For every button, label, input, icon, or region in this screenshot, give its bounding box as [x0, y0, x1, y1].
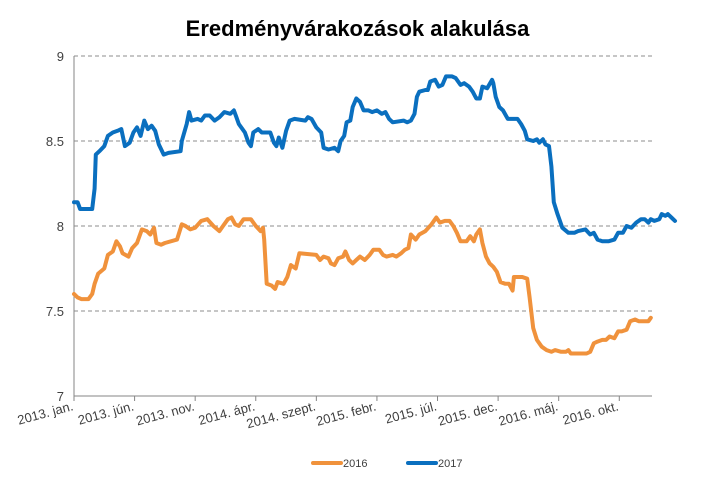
- legend-label-2017: 2017: [438, 458, 462, 470]
- y-tick-label: 9: [57, 49, 64, 64]
- y-tick-label: 7: [57, 389, 64, 404]
- y-tick-label: 8.5: [46, 134, 64, 149]
- x-tick-label: 2015. febr.: [314, 398, 377, 428]
- series-line-2017: [72, 74, 677, 244]
- x-tick-label: 2016. okt.: [561, 398, 620, 427]
- chart-title: Eredményvárakozások alakulása: [185, 16, 530, 41]
- x-tick-label: 2014. szept.: [245, 398, 317, 431]
- x-tick-label: 2015. dec.: [436, 398, 499, 428]
- x-tick-label: 2013. jún.: [76, 398, 135, 427]
- legend-label-2016: 2016: [343, 458, 367, 470]
- series-line-2016: [72, 215, 653, 356]
- x-tick-label: 2016. máj.: [497, 398, 560, 428]
- x-tick-label: 2015. júl.: [383, 398, 438, 426]
- x-tick-label: 2013. nov.: [134, 398, 196, 428]
- y-tick-label: 7.5: [46, 304, 64, 319]
- y-tick-label: 8: [57, 219, 64, 234]
- x-tick-label: 2013. jan.: [16, 398, 75, 427]
